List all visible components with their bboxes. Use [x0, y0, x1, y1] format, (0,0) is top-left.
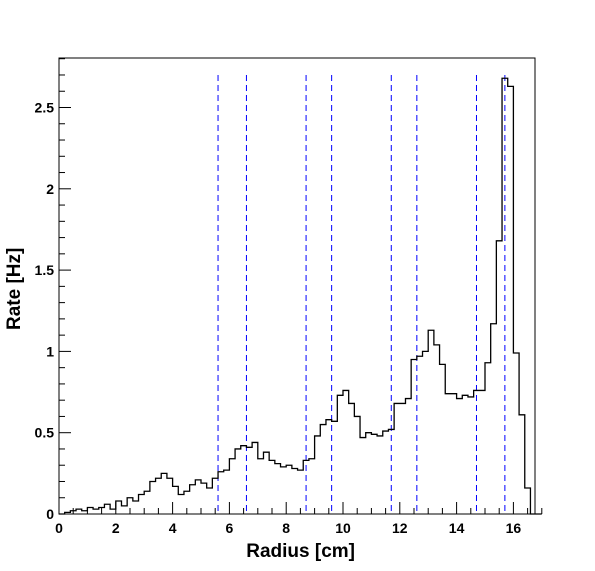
histogram-series [59, 77, 542, 515]
plot-frame [58, 57, 536, 515]
x-tick-label: 6 [226, 520, 234, 536]
y-axis-title: Rate [Hz] [4, 248, 25, 330]
x-axis-title: Radius [cm] [246, 541, 355, 562]
x-tick-label: 12 [392, 520, 408, 536]
x-tick-label: 10 [335, 520, 351, 536]
y-axis-ticks: 0 0.5 1 1.5 2 2.5 [35, 58, 71, 522]
x-tick-label: 8 [282, 520, 290, 536]
x-tick-label: 4 [169, 520, 177, 536]
y-tick-label: 0 [46, 506, 54, 522]
boundary-lines [217, 74, 506, 514]
x-axis-ticks: 0 2 4 6 8 10 12 14 16 [55, 502, 543, 536]
y-tick-label: 2 [46, 181, 54, 197]
x-tick-label: 14 [449, 520, 465, 536]
y-tick-label: 1.5 [35, 262, 55, 278]
y-tick-label: 1 [46, 343, 54, 359]
y-tick-label: 2.5 [35, 100, 55, 116]
y-tick-label: 0.5 [35, 425, 55, 441]
x-tick-label: 2 [112, 520, 120, 536]
x-tick-label: 0 [55, 520, 63, 536]
x-tick-label: 16 [506, 520, 522, 536]
